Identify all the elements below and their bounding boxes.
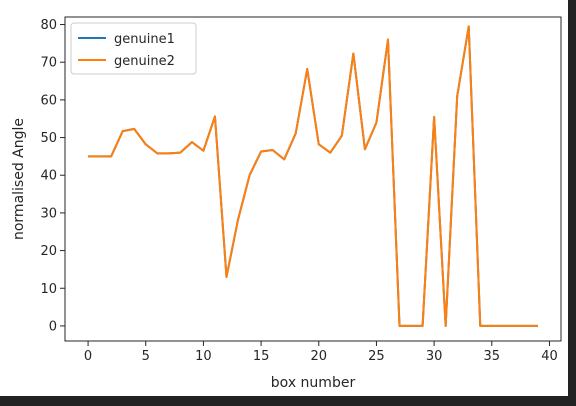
x-tick-label: 30	[426, 349, 443, 364]
y-tick-label: 10	[40, 282, 57, 297]
figure-canvas: 0 5 10 15 20 25 30 35 40 0 10 20 30 40 50 60 70 80 box n…	[0, 0, 568, 396]
legend-label-genuine1: genuine1	[114, 32, 175, 47]
x-tick-label: 5	[142, 349, 150, 364]
x-axis-label: box number	[271, 375, 356, 391]
x-axis-ticks: 0 5 10 15 20 25 30 35 40	[84, 341, 558, 364]
y-axis-ticks: 0 10 20 30 40 50 60 70 80	[40, 18, 65, 334]
x-tick-label: 40	[541, 349, 558, 364]
x-tick-label: 20	[310, 349, 327, 364]
x-tick-label: 10	[195, 349, 212, 364]
y-tick-label: 0	[49, 319, 57, 334]
x-tick-label: 0	[84, 349, 92, 364]
x-tick-label: 35	[484, 349, 501, 364]
y-tick-label: 80	[40, 18, 57, 33]
legend: genuine1 genuine2	[70, 22, 197, 75]
y-tick-label: 20	[40, 244, 57, 259]
y-tick-label: 70	[40, 56, 57, 71]
line-chart: 0 5 10 15 20 25 30 35 40 0 10 20 30 40 50 60 70 80 box n…	[11, 16, 562, 391]
series-layer	[88, 25, 538, 327]
legend-label-genuine2: genuine2	[114, 54, 175, 69]
y-tick-label: 40	[40, 169, 57, 184]
x-tick-label: 25	[368, 349, 385, 364]
series-line-genuine2	[88, 25, 538, 327]
y-tick-label: 60	[40, 93, 57, 108]
legend-box	[70, 22, 197, 75]
y-axis-label: normalised Angle	[11, 118, 27, 240]
x-tick-label: 15	[253, 349, 270, 364]
y-tick-label: 50	[40, 131, 57, 146]
y-tick-label: 30	[40, 206, 57, 221]
